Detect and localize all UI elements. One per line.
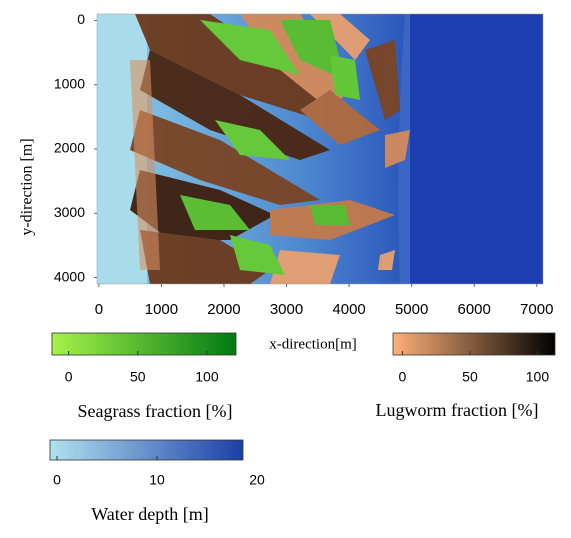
colorbar-tick-label: 0 [53,472,61,488]
x-tick-label: 6000 [458,301,491,318]
colorbar [49,439,244,461]
colorbar [51,332,237,356]
y-tick-label: 0 [77,11,85,27]
map-raster [97,14,543,284]
x-tick-label: 2000 [207,301,240,318]
y-axis-label: y-direction [m] [19,138,36,235]
x-tick-label: 7000 [520,301,553,318]
y-tick-label: 1000 [54,75,85,91]
colorbar-tick-label: 50 [130,369,146,385]
y-tick-label: 2000 [54,140,85,156]
x-tick-label: 0 [95,301,103,318]
colorbar [392,332,556,356]
colorbar-label: Seagrass fraction [%] [78,401,233,421]
colorbar-tick-label: 10 [149,472,165,488]
x-tick-label: 4000 [332,301,365,318]
colorbar-tick-label: 0 [65,369,73,385]
x-tick-label: 1000 [145,301,178,318]
colorbar-tick-label: 20 [249,472,265,488]
x-tick-label: 3000 [270,301,303,318]
colorbar-tick-label: 0 [399,369,407,385]
y-tick-label: 4000 [54,268,85,284]
colorbar-tick-label: 100 [526,369,550,385]
y-tick-label: 3000 [54,204,85,220]
x-axis-label: x-direction[m] [269,336,356,352]
colorbar-tick-label: 100 [195,369,219,385]
colorbar-label: Water depth [m] [91,504,209,524]
x-tick-label: 5000 [395,301,428,318]
colorbar-label: Lugworm fraction [%] [376,400,539,420]
colorbar-tick-label: 50 [462,369,478,385]
